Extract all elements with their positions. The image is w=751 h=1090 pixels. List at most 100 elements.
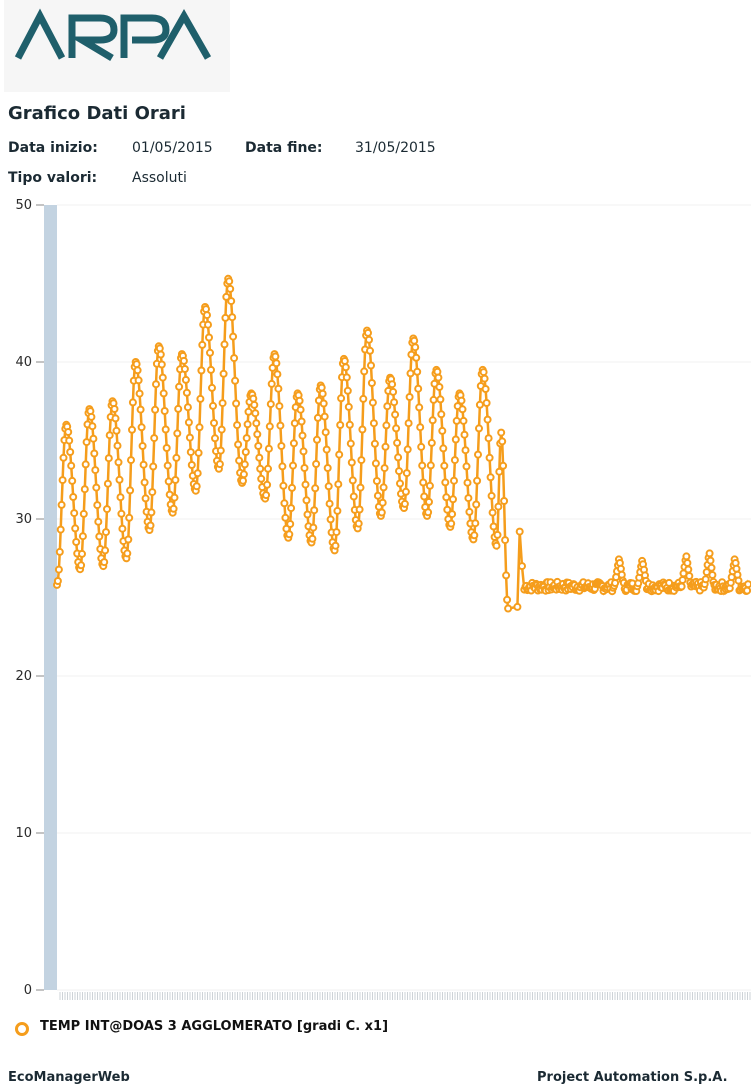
start-date-value: 01/05/2015 [132,140,213,156]
data-point [80,485,89,494]
data-point [348,476,357,485]
data-point [124,535,133,544]
data-point [334,480,343,489]
data-point [357,456,366,465]
data-point [118,524,127,533]
data-point [460,430,469,439]
data-point [435,383,444,391]
data-point [513,602,522,611]
data-point [254,442,263,450]
data-point [474,450,482,459]
data-point [105,431,114,440]
data-point [198,340,207,349]
data-point [394,453,403,462]
legend-item[interactable]: TEMP INT@DOAS 3 AGGLOMERATO [gradi C. x1… [40,1019,389,1034]
data-point [684,565,693,574]
data-point [79,509,88,518]
data-point [56,525,65,534]
data-point [170,493,179,502]
y-tick-label: 50 [15,198,32,213]
data-point [356,483,365,492]
data-point [243,420,252,429]
data-point [706,556,715,565]
data-point [343,386,352,395]
data-point [185,433,194,442]
data-point [489,522,498,531]
data-point [383,402,392,411]
data-point [230,354,239,363]
legend-marker-icon[interactable] [15,1022,29,1036]
data-point [104,454,113,463]
data-point [196,394,205,403]
data-point [123,549,132,558]
data-point [471,519,480,528]
data-point [94,517,103,526]
data-point [160,407,169,415]
data-point [364,328,372,337]
data-point [241,448,250,456]
data-point [743,586,751,595]
data-point [277,442,286,450]
data-point [218,399,227,408]
data-point [683,559,692,567]
data-point [228,313,237,322]
data-point [169,504,178,513]
data-point [426,461,435,470]
data-point [163,461,172,470]
data-point [475,424,483,433]
data-point [412,353,421,362]
data-point [300,464,309,472]
data-point [438,426,447,435]
data-point [366,346,374,355]
data-point [448,510,457,519]
data-point [396,479,404,488]
data-point [447,519,456,528]
footer-company: Project Automation S.p.A. [537,1070,728,1085]
data-point [135,389,144,398]
data-point [127,456,135,465]
data-point [59,453,68,462]
data-point [301,480,310,489]
data-point [77,561,86,570]
data-point [434,373,443,382]
data-point [209,401,217,410]
data-point [205,333,213,342]
data-point [464,494,473,503]
data-point [355,505,364,514]
data-point [483,415,492,424]
data-point [164,477,173,486]
data-point [182,388,191,397]
data-point [155,344,164,353]
data-point [81,460,90,469]
data-point [323,464,332,472]
data-point [253,430,262,439]
data-point [708,571,717,579]
data-point [186,448,195,457]
data-point [115,475,124,484]
data-point [402,469,411,478]
data-point [173,429,182,438]
data-point [158,373,167,382]
data-point [193,469,202,478]
data-point [64,428,73,436]
data-point [289,461,297,470]
data-point [333,506,342,515]
data-point [417,442,426,451]
data-point [337,394,346,403]
data-point [403,445,412,454]
data-point [442,493,451,502]
data-point [90,449,99,458]
data-point [113,441,122,450]
data-point [450,456,459,465]
data-point [203,311,211,320]
data-point [707,563,716,572]
data-point [324,482,333,491]
data-point [416,423,425,432]
data-point [162,444,171,452]
data-point [367,361,375,370]
data-point [232,399,241,408]
data-point [152,380,160,389]
data-point [313,435,321,444]
data-point [276,421,285,430]
data-point [65,436,74,445]
